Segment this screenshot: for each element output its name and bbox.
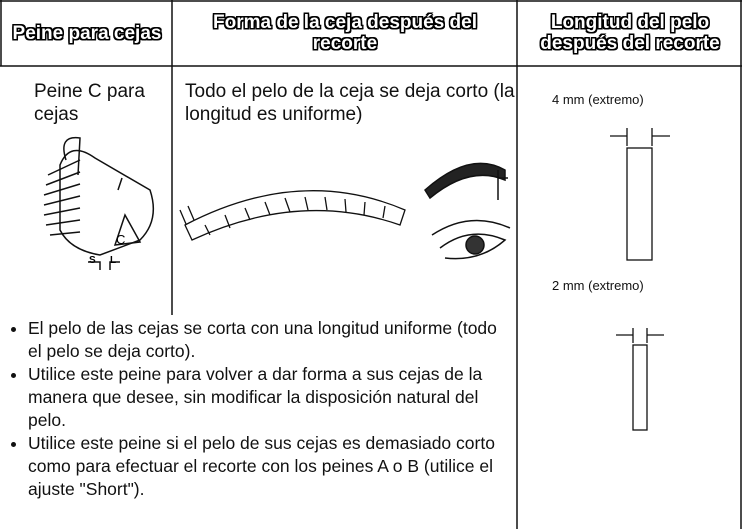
eye-illustration bbox=[424, 162, 511, 260]
comb-label: L bbox=[110, 255, 117, 266]
length-diagram bbox=[610, 128, 670, 431]
header-cell: Peine para cejas bbox=[12, 22, 162, 44]
bullet: Utilice este peine para volver a dar for… bbox=[28, 363, 510, 432]
header-cell: Longitud del pelo después del recorte bbox=[540, 12, 720, 54]
eyebrow-illustration bbox=[179, 190, 406, 241]
comb-label: C bbox=[116, 232, 126, 247]
header-cell: Forma de la ceja después del recorte bbox=[213, 12, 477, 54]
length-label: 4 mm (extremo) bbox=[552, 92, 644, 107]
bullet: El pelo de las cejas se corta con una lo… bbox=[28, 317, 510, 363]
comb-name: Peine C para cejas bbox=[34, 81, 145, 125]
length-label: 2 mm (extremo) bbox=[552, 278, 644, 293]
shape-text: Todo el pelo de la ceja se deja corto (l… bbox=[185, 81, 515, 125]
comb-label: S bbox=[89, 255, 96, 266]
comb-illustration bbox=[43, 136, 155, 270]
bullet: Utilice este peine si el pelo de sus cej… bbox=[28, 432, 510, 501]
bullet-list: El pelo de las cejas se corta con una lo… bbox=[10, 317, 510, 501]
